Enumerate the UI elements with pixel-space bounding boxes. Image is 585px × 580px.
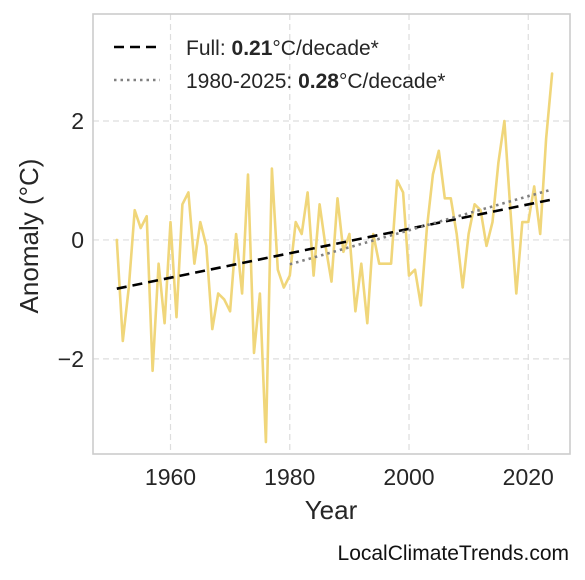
trend-line-full [116, 198, 553, 290]
series-layer [115, 72, 554, 444]
x-tick-label-2020: 2020 [503, 464, 554, 490]
legend-1980-2025-value: 0.28 [298, 70, 339, 93]
legend-1980-2025-prefix: 1980-2025: [186, 70, 298, 93]
credit-text: LocalClimateTrends.com [338, 542, 569, 565]
x-tick-label-1980: 1980 [264, 464, 315, 490]
legend-full-suffix: °C/decade* [272, 37, 378, 60]
legend-entry-full: Full: 0.21°C/decade* [186, 37, 379, 60]
plot-area-frame [92, 13, 571, 455]
y-tick-label--2: −2 [58, 346, 84, 372]
y-tick-label-0: 0 [71, 227, 84, 253]
legend-full-value: 0.21 [232, 37, 273, 60]
y-tick-label-2: 2 [71, 108, 84, 134]
x-tick-label-2000: 2000 [383, 464, 434, 490]
legend-1980-2025-suffix: °C/decade* [339, 70, 445, 93]
legend: Full: 0.21°C/decade* 1980-2025: 0.28°C/d… [114, 37, 445, 93]
tick-labels: 1960 1980 2000 2020 −2 0 2 [58, 108, 554, 490]
x-axis-label: Year [305, 495, 358, 525]
x-tick-label-1960: 1960 [145, 464, 196, 490]
legend-entry-1980-2025: 1980-2025: 0.28°C/decade* [186, 70, 445, 93]
y-axis-label: Anomaly (°C) [14, 159, 44, 314]
anomaly-series-line [115, 72, 554, 444]
legend-full-prefix: Full: [186, 37, 232, 60]
